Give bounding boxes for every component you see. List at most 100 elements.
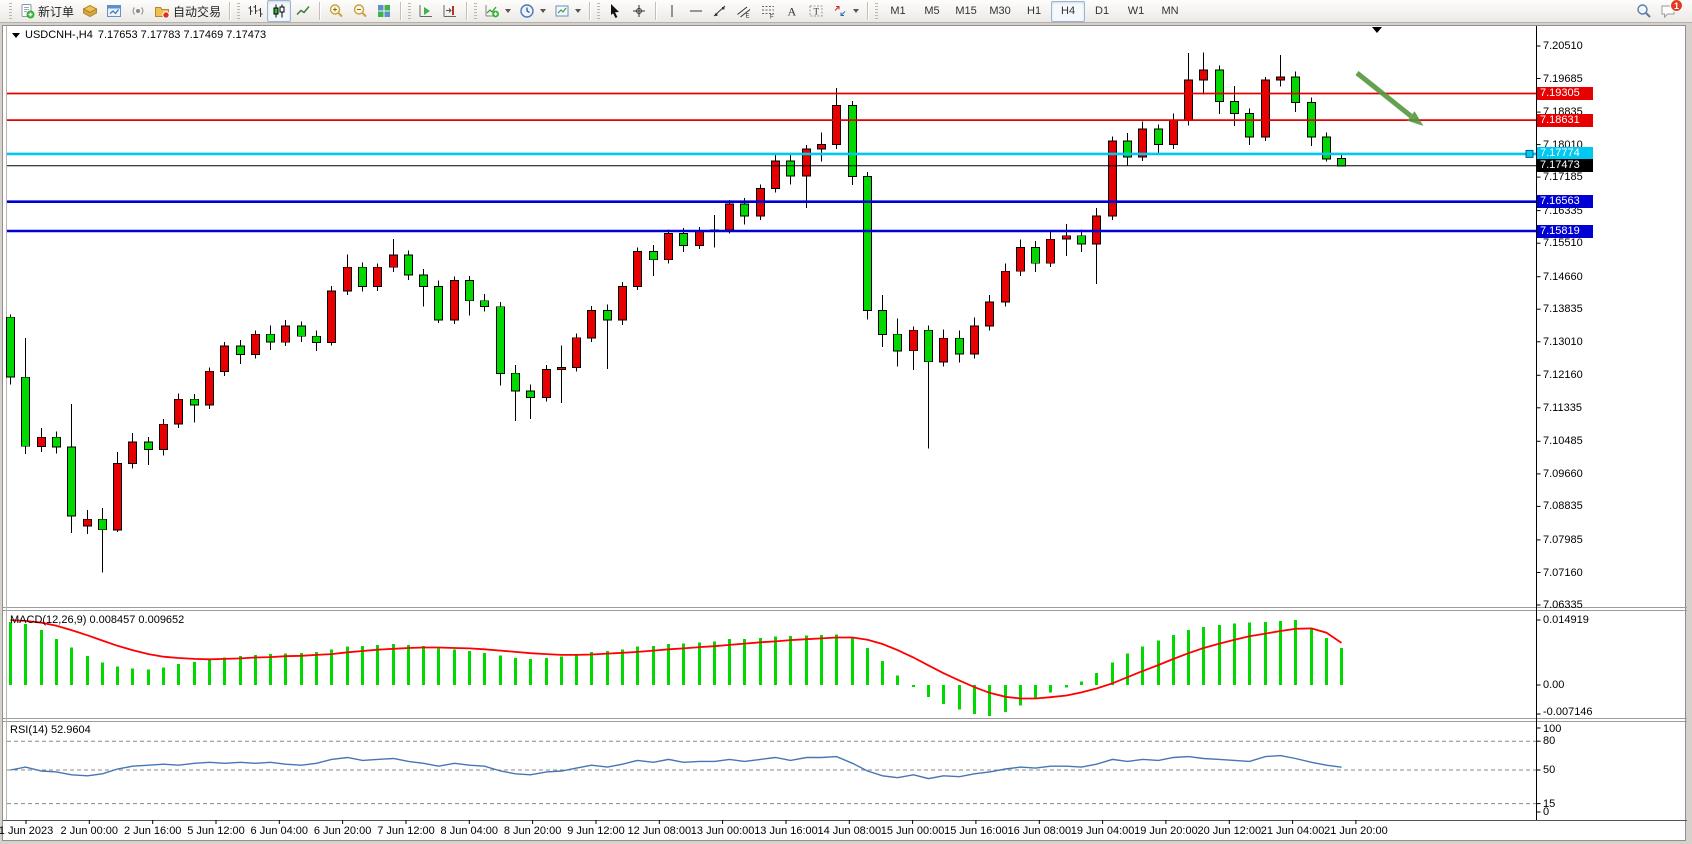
text-tool[interactable]: A xyxy=(780,0,804,22)
candle-body xyxy=(112,463,123,531)
periods-dropdown[interactable] xyxy=(515,0,550,22)
horizontal-line-tool[interactable] xyxy=(684,0,708,22)
time-axis-label: 6 Jun 20:00 xyxy=(313,825,372,837)
text-icon: A xyxy=(788,5,797,19)
fibonacci-tool[interactable]: F xyxy=(756,0,780,22)
candles xyxy=(5,52,1347,573)
timeframe-M5[interactable]: M5 xyxy=(924,5,940,17)
timeframe-M1[interactable]: M1 xyxy=(890,5,906,17)
price-axis-label: 7.13835 xyxy=(1543,303,1583,316)
tile-windows-button[interactable] xyxy=(372,0,396,22)
price-axis-label: 7.11335 xyxy=(1543,401,1582,414)
panel-separator[interactable] xyxy=(3,718,1687,719)
toolbar-separator xyxy=(319,2,321,20)
toolbar-drag-handle[interactable] xyxy=(875,3,879,19)
time-axis-label: 2 Jun 16:00 xyxy=(123,825,182,837)
time-axis-label: 8 Jun 04:00 xyxy=(440,825,499,837)
toolbar-drag-handle[interactable] xyxy=(408,3,412,19)
signals-button[interactable] xyxy=(126,0,150,22)
horizontal-line-icon xyxy=(690,10,703,12)
candle-body xyxy=(127,441,138,465)
timeframe-D1[interactable]: D1 xyxy=(1095,5,1110,17)
svg-text:E: E xyxy=(746,14,750,20)
candle-body xyxy=(938,337,949,363)
candle-body xyxy=(969,325,980,355)
auto-trading-label: 自动交易 xyxy=(173,4,222,19)
panel-separator xyxy=(3,610,1687,611)
toolbar-separator xyxy=(867,2,869,20)
candle-body xyxy=(479,300,490,308)
candle-body xyxy=(372,266,383,287)
time-axis-label: 1 Jun 2023 xyxy=(0,825,54,837)
candle-body xyxy=(36,436,47,447)
search-icon[interactable] xyxy=(1636,3,1652,19)
line-chart-type-button[interactable] xyxy=(291,0,315,22)
panel-separator[interactable] xyxy=(3,607,1687,608)
templates-icon xyxy=(555,5,569,17)
text-label-tool[interactable]: T xyxy=(804,0,828,22)
cursor-tool-button[interactable] xyxy=(603,0,627,22)
timeframe-M30[interactable]: M30 xyxy=(989,5,1011,17)
chart-shift-marker-icon[interactable] xyxy=(1372,27,1382,33)
price-axis-label: 7.12160 xyxy=(1543,369,1583,382)
vertical-line-tool[interactable] xyxy=(660,0,684,22)
toolbar-drag-handle[interactable] xyxy=(9,3,12,19)
time-axis-border xyxy=(3,820,1687,821)
trend-arrow-annotation[interactable] xyxy=(1355,71,1424,126)
arrows-tool-dropdown[interactable] xyxy=(828,0,863,22)
equidistant-channel-icon: E xyxy=(737,6,751,20)
price-badge-7.15819: 7.15819 xyxy=(1537,224,1593,238)
time-axis-label: 5 Jun 12:00 xyxy=(187,825,245,837)
crosshair-tool-button[interactable] xyxy=(627,0,651,22)
templates-dropdown[interactable] xyxy=(550,0,585,22)
vertical-line-icon xyxy=(671,5,673,17)
timeframe-W1[interactable]: W1 xyxy=(1127,5,1145,17)
navigator-button[interactable] xyxy=(102,0,126,22)
candle-body xyxy=(648,251,659,261)
candle-body xyxy=(602,310,613,321)
toolbar-drag-handle[interactable] xyxy=(597,3,601,19)
add-indicator-dropdown[interactable] xyxy=(480,0,515,22)
auto-trading-button[interactable]: 自动交易 xyxy=(150,0,225,22)
zoom-in-button[interactable] xyxy=(324,0,348,22)
zoom-out-button[interactable] xyxy=(348,0,372,22)
candle-body xyxy=(51,436,62,448)
chart-window[interactable] xyxy=(2,25,1686,841)
timeframe-MN[interactable]: MN xyxy=(1161,5,1179,17)
candle-body xyxy=(663,232,674,261)
periods-clock-icon xyxy=(520,4,534,18)
time-axis-label: 2 Jun 00:00 xyxy=(60,825,119,837)
candlestick-chart-type-button[interactable] xyxy=(267,0,292,22)
timeframe-M15[interactable]: M15 xyxy=(955,5,977,17)
cursor-icon xyxy=(611,4,620,18)
trendline-tool[interactable] xyxy=(708,0,732,22)
candle-body xyxy=(801,148,812,177)
toolbar-drag-handle[interactable] xyxy=(237,3,241,19)
candle-body xyxy=(541,368,552,398)
chart-title[interactable]: USDCNH-,H4 7.17653 7.17783 7.17469 7.174… xyxy=(12,29,266,41)
collapse-triangle-icon[interactable] xyxy=(12,32,20,38)
price-badge-7.17473: 7.17473 xyxy=(1537,159,1593,173)
price-badge-7.17774: 7.17774 xyxy=(1537,147,1593,161)
toolbar-drag-handle[interactable] xyxy=(474,3,478,19)
chat-button[interactable]: 1 xyxy=(1660,0,1683,19)
time-axis-label: 7 Jun 12:00 xyxy=(377,825,435,837)
auto-scroll-button[interactable] xyxy=(414,0,438,22)
time-axis-label: 14 Jun 08:00 xyxy=(817,825,882,837)
macd-axis-label: -0.007146 xyxy=(1543,706,1593,718)
equidistant-channel-tool[interactable]: E xyxy=(732,0,756,22)
svg-text:A: A xyxy=(788,5,797,19)
market-watch-button[interactable] xyxy=(78,0,102,22)
bar-chart-type-button[interactable] xyxy=(243,0,267,22)
timeframe-H1[interactable]: H1 xyxy=(1027,5,1042,17)
candle-body xyxy=(403,254,414,276)
candle-body xyxy=(235,345,246,355)
chart-shift-button[interactable] xyxy=(438,0,462,22)
timeframe-H4[interactable]: H4 xyxy=(1051,0,1086,22)
new-order-button[interactable]: 新订单 xyxy=(15,0,78,22)
ohlc-quote-label: 7.17653 7.17783 7.17469 7.17473 xyxy=(97,29,267,41)
candle-body xyxy=(556,366,567,370)
line-handle[interactable] xyxy=(1525,149,1534,158)
